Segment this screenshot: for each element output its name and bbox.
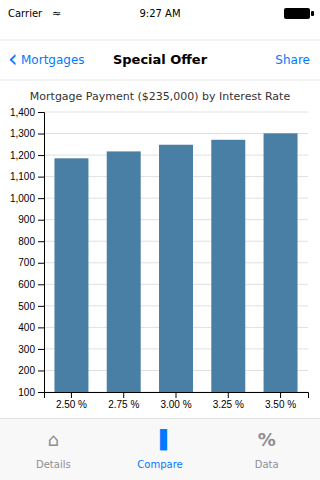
y-tick: 200 — [18, 365, 44, 376]
nav-title: Special Offer — [113, 52, 208, 67]
y-tick-label: 800 — [18, 236, 35, 247]
y-tick: 1,200 — [10, 150, 44, 161]
y-tick-mark — [38, 112, 44, 113]
y-tick-mark — [38, 155, 44, 156]
chart-title: Mortgage Payment ($235,000) by Interest … — [30, 90, 291, 103]
y-tick-label: 200 — [18, 365, 35, 376]
tab-icon[interactable]: ⌂ — [48, 429, 59, 450]
y-tick-label: 1,300 — [10, 128, 35, 139]
bar — [159, 145, 193, 392]
x-tick-label: 3.50 % — [265, 399, 296, 410]
y-tick: 1,300 — [10, 128, 44, 139]
x-tick: 2.75 % — [108, 392, 139, 410]
y-axis-line — [38, 113, 45, 393]
y-tick-mark — [38, 177, 44, 178]
x-tick-mark — [176, 392, 177, 398]
y-tick-label: 1,400 — [10, 107, 35, 118]
bar — [211, 140, 245, 392]
grid-line — [44, 112, 308, 113]
bars — [54, 133, 297, 392]
y-tick-mark — [38, 263, 44, 264]
tab-icon[interactable]: % — [258, 429, 276, 450]
y-tick: 800 — [18, 236, 44, 247]
y-tick: 700 — [18, 257, 44, 268]
y-tick-label: 300 — [18, 344, 35, 355]
y-tick-label: 1,200 — [10, 150, 35, 161]
y-tick-label: 600 — [18, 279, 35, 290]
y-tick-label: 1,000 — [10, 193, 35, 204]
tab-icon[interactable]: ▐ — [153, 429, 168, 451]
grid — [44, 112, 308, 392]
tab-label[interactable]: Compare — [137, 459, 182, 470]
y-tick-mark — [38, 370, 44, 371]
x-tick-label: 3.25 % — [213, 399, 244, 410]
y-tick-mark — [38, 306, 44, 307]
carrier: Carrier — [8, 8, 43, 19]
y-tick-mark — [38, 198, 44, 199]
tab[interactable]: ▐ Compare — [137, 429, 182, 470]
y-axis: 100 200 300 400 500 600 700 800 900 1,000 1,100 1,2… — [10, 107, 45, 398]
status-separator — [0, 40, 320, 41]
x-tick-mark — [280, 392, 281, 398]
y-tick: 1,100 — [10, 171, 44, 182]
x-tick-label: 3.00 % — [160, 399, 191, 410]
y-tick: 900 — [18, 214, 44, 225]
tab-label[interactable]: Data — [255, 459, 279, 470]
x-tick-label: 2.50 % — [56, 399, 87, 410]
nav-bar: ‹Mortgages Special Offer Share — [0, 45, 320, 80]
x-tick-mark — [71, 392, 72, 398]
y-tick-label: 700 — [18, 257, 35, 268]
tab-label[interactable]: Details — [36, 459, 71, 470]
tab-bar-background — [0, 418, 320, 480]
y-tick: 100 — [18, 387, 44, 398]
y-tick: 300 — [18, 344, 44, 355]
y-tick: 1,000 — [10, 193, 44, 204]
battery — [284, 8, 310, 19]
bar — [54, 158, 88, 392]
nav-back[interactable]: ‹Mortgages — [8, 45, 85, 73]
x-tick: 3.25 % — [213, 392, 244, 410]
y-tick-mark — [38, 241, 44, 242]
nav-separator — [0, 80, 320, 81]
chart: 100 200 300 400 500 600 700 800 900 1,000 1,100 1,2… — [10, 107, 309, 410]
x-tick: 3.50 % — [265, 392, 296, 410]
y-tick-label: 500 — [18, 301, 35, 312]
x-axis-line — [45, 393, 309, 399]
y-tick-mark — [38, 284, 44, 285]
x-tick: 3.00 % — [160, 392, 191, 410]
y-tick-label: 1,100 — [10, 171, 35, 182]
y-tick-mark — [38, 327, 44, 328]
tab-separator — [0, 418, 320, 419]
bar — [107, 151, 141, 392]
status-bar: Carrier ≈9:27 AM — [0, 7, 320, 40]
battery-tip — [311, 11, 314, 16]
back-arrow[interactable]: ‹ — [8, 45, 18, 73]
y-tick: 500 — [18, 301, 44, 312]
tab-bar: ⌂ Details ▐ Compare% Data — [0, 418, 320, 480]
y-tick-mark — [38, 134, 44, 135]
back-label[interactable]: Mortgages — [21, 53, 85, 67]
y-tick-mark — [38, 392, 44, 393]
share[interactable]: Share — [275, 53, 310, 67]
x-axis: 2.50 % 2.75 % 3.00 % 3.25 % 3.50 % — [45, 392, 309, 410]
y-tick: 1,400 — [10, 107, 44, 118]
x-tick-mark — [123, 392, 124, 398]
time: 9:27 AM — [139, 8, 180, 19]
x-tick: 2.50 % — [56, 392, 87, 410]
tab[interactable]: ⌂ Details — [36, 429, 71, 470]
y-tick: 600 — [18, 279, 44, 290]
bar — [264, 133, 298, 392]
y-tick-label: 400 — [18, 322, 35, 333]
y-tick-mark — [38, 220, 44, 221]
x-tick-label: 2.75 % — [108, 399, 139, 410]
y-tick-label: 900 — [18, 214, 35, 225]
tab[interactable]: % Data — [255, 429, 279, 470]
x-tick-mark — [228, 392, 229, 398]
y-tick: 400 — [18, 322, 44, 333]
y-tick-label: 100 — [18, 387, 35, 398]
y-tick-mark — [38, 349, 44, 350]
page: Carrier ≈9:27 AM ‹Mortgages Special Offer Sh… — [0, 0, 320, 480]
wifi: ≈ — [52, 7, 61, 20]
